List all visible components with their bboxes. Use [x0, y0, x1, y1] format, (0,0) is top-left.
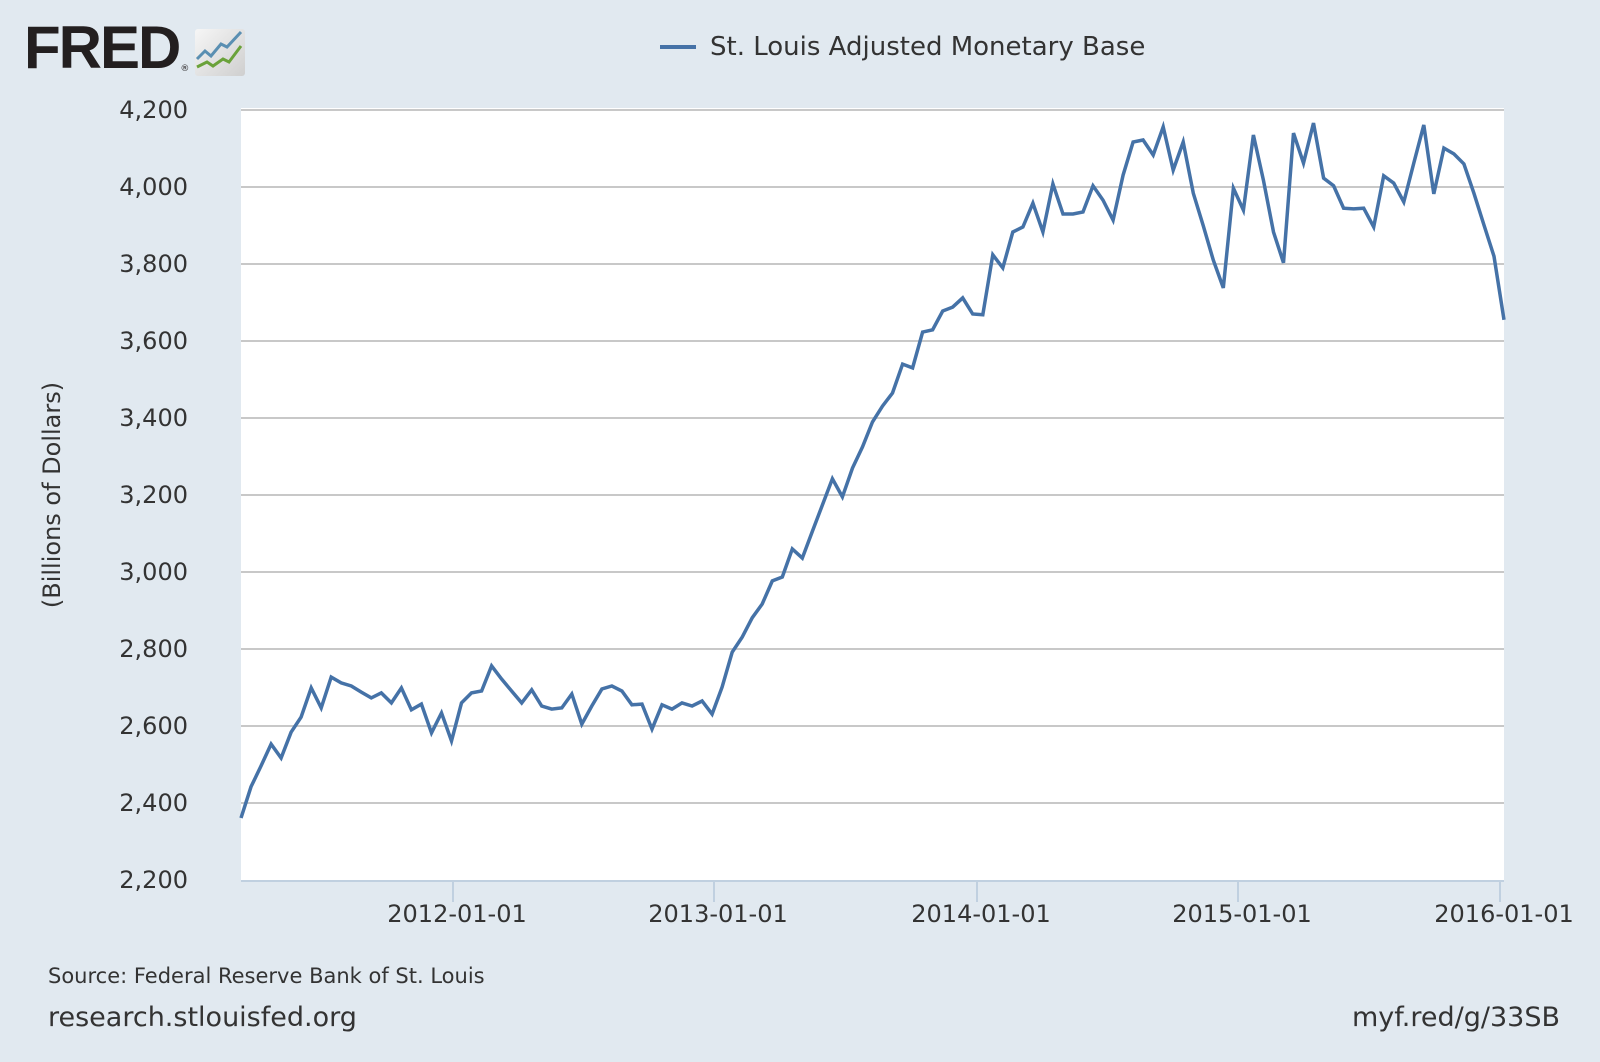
source-text: Source: Federal Reserve Bank of St. Loui… [48, 964, 485, 988]
x-tick-label: 2013-01-01 [648, 900, 788, 928]
legend-label: St. Louis Adjusted Monetary Base [710, 32, 1146, 62]
x-tick-label: 2016-01-01 [1434, 900, 1574, 928]
registered-mark: ® [180, 64, 190, 74]
x-tick-label: 2014-01-01 [911, 900, 1051, 928]
y-tick-label: 2,800 [119, 635, 188, 663]
gridlines [241, 109, 1504, 804]
y-tick-label: 3,400 [119, 404, 188, 432]
y-tick-label: 4,200 [119, 96, 188, 124]
y-tick-label: 4,000 [119, 173, 188, 201]
y-tick-label: 3,200 [119, 481, 188, 509]
site-link[interactable]: research.stlouisfed.org [48, 1002, 357, 1033]
y-tick-label: 3,000 [119, 558, 188, 586]
line-chart-icon [195, 29, 246, 76]
chart-legend[interactable]: St. Louis Adjusted Monetary Base [660, 32, 1145, 62]
fred-logo[interactable]: FRED ® [24, 14, 246, 81]
x-tick-label: 2015-01-01 [1172, 900, 1312, 928]
x-tick-marks [452, 881, 1501, 902]
legend-swatch [660, 45, 696, 49]
series-line[interactable] [239, 120, 1506, 819]
y-tick-label: 2,200 [119, 866, 188, 894]
y-tick-label: 2,600 [119, 712, 188, 740]
y-tick-label: 3,600 [119, 327, 188, 355]
logo-text: FRED [24, 14, 181, 81]
x-tick-label: 2012-01-01 [387, 900, 527, 928]
y-tick-label: 2,400 [119, 789, 188, 817]
short-link[interactable]: myf.red/g/33SB [1351, 1002, 1560, 1033]
y-tick-label: 3,800 [119, 250, 188, 278]
